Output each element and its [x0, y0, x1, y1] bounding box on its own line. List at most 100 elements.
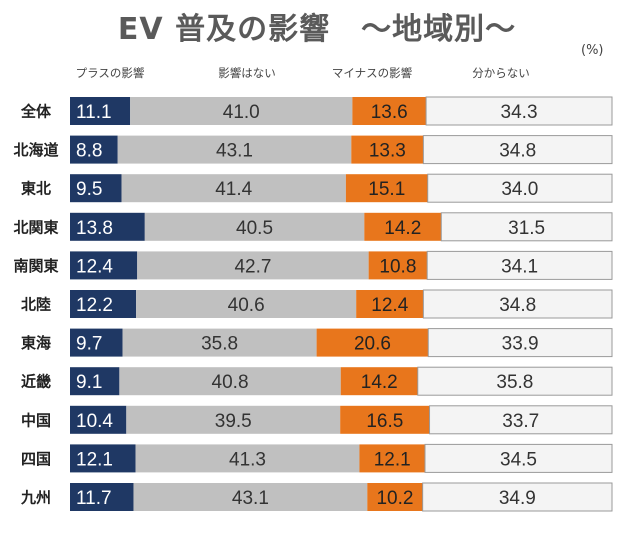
legend-label: プラスの影響: [76, 66, 145, 80]
bar-segment: [70, 328, 123, 357]
bar-segment: [126, 405, 341, 434]
bar-segment: [352, 97, 427, 125]
bar-segment: [121, 174, 346, 203]
data-label: 42.7: [234, 256, 271, 277]
bar-segment: [426, 250, 613, 280]
data-label: 12.4: [371, 295, 408, 316]
data-label: 35.8: [201, 334, 238, 355]
bar-segment: [368, 251, 428, 280]
data-label: 10.8: [379, 256, 416, 277]
category-label: 四国: [21, 450, 51, 468]
data-label: 34.1: [501, 256, 538, 277]
data-label: 34.5: [500, 449, 537, 470]
bar-segment: [422, 289, 613, 319]
bar-segment: [440, 212, 613, 242]
data-label: 9.7: [76, 334, 102, 355]
bar-segment: [424, 443, 613, 473]
data-label: 13.6: [371, 102, 408, 123]
chart-title: EV 普及の影響 ～地域別～: [117, 12, 517, 47]
bar-segment: [70, 290, 137, 318]
bar-segment: [133, 483, 368, 511]
data-label: 14.2: [361, 372, 398, 393]
bar-segment: [70, 97, 131, 125]
legend-label: 影響はない: [218, 66, 276, 80]
category-label: 近畿: [21, 373, 51, 391]
data-label: 9.5: [76, 179, 102, 200]
data-label: 12.2: [76, 295, 113, 316]
data-label: 34.3: [501, 102, 538, 123]
data-label: 12.4: [76, 256, 113, 277]
data-label: 16.5: [366, 411, 403, 432]
bar-segment: [316, 328, 429, 357]
bar-segment: [422, 135, 613, 165]
bar-segment: [427, 328, 613, 358]
category-label: 九州: [20, 489, 51, 507]
bar-segment: [70, 483, 134, 511]
bar-segment: [417, 366, 613, 396]
category-label: 東海: [21, 334, 51, 352]
data-label: 34.0: [501, 179, 538, 200]
bar-segment: [70, 444, 136, 473]
data-label: 41.0: [223, 102, 260, 123]
bar-segment: [70, 251, 138, 280]
bar-segment: [422, 482, 613, 512]
bar-segment: [351, 135, 424, 164]
bar-segment: [130, 97, 353, 125]
data-label: 34.8: [499, 295, 536, 316]
data-label: 10.4: [76, 411, 113, 432]
bar-segment: [359, 444, 426, 473]
category-label: 東北: [21, 180, 51, 198]
data-label: 31.5: [508, 218, 545, 239]
data-label: 11.7: [76, 488, 112, 509]
unit-label: (%): [581, 43, 604, 58]
category-label: 北陸: [21, 296, 51, 314]
legend-label: 分からない: [472, 66, 530, 80]
data-label: 14.2: [384, 218, 421, 239]
category-label: 北関東: [13, 218, 58, 236]
category-label: 中国: [21, 411, 51, 429]
data-label: 39.5: [215, 411, 252, 432]
bar-segment: [135, 444, 360, 473]
data-label: 34.8: [499, 141, 536, 162]
data-label: 20.6: [354, 334, 391, 355]
data-label: 40.8: [212, 372, 249, 393]
data-label: 34.9: [499, 488, 536, 509]
bar-segment: [367, 483, 423, 511]
data-label: 40.6: [228, 295, 265, 316]
legend-label: マイナスの影響: [332, 66, 412, 80]
data-label: 12.1: [76, 449, 113, 470]
bar-segment: [340, 367, 418, 396]
bar-segment: [364, 212, 442, 241]
bar-segment: [119, 367, 341, 396]
data-label: 43.1: [216, 141, 253, 162]
data-label: 8.8: [76, 141, 102, 162]
data-label: 33.7: [502, 411, 539, 432]
bar-segment: [345, 174, 428, 203]
bar-segment: [70, 367, 120, 396]
bar-segment: [425, 96, 613, 126]
data-label: 41.3: [229, 449, 266, 470]
data-label: 13.3: [369, 141, 406, 162]
data-label: 10.2: [376, 488, 413, 509]
bar-segment: [70, 405, 127, 434]
bar-segment: [137, 251, 369, 280]
category-label: 北海道: [13, 141, 58, 159]
bar-segment: [340, 405, 430, 434]
data-label: 41.4: [215, 179, 252, 200]
data-label: 11.1: [76, 102, 112, 123]
data-label: 35.8: [496, 372, 533, 393]
category-label: 南関東: [13, 257, 58, 275]
bar-segment: [427, 173, 613, 203]
bar-segment: [70, 174, 122, 203]
bar-segment: [144, 212, 365, 241]
data-label: 40.5: [236, 218, 273, 239]
bar-segment: [70, 212, 145, 241]
bar-segment: [356, 290, 424, 318]
data-label: 15.1: [368, 179, 405, 200]
data-label: 9.1: [76, 372, 102, 393]
bar-segment: [136, 290, 357, 318]
data-label: 13.8: [76, 218, 113, 239]
bar-segment: [70, 135, 118, 164]
bar-segment: [122, 328, 317, 357]
